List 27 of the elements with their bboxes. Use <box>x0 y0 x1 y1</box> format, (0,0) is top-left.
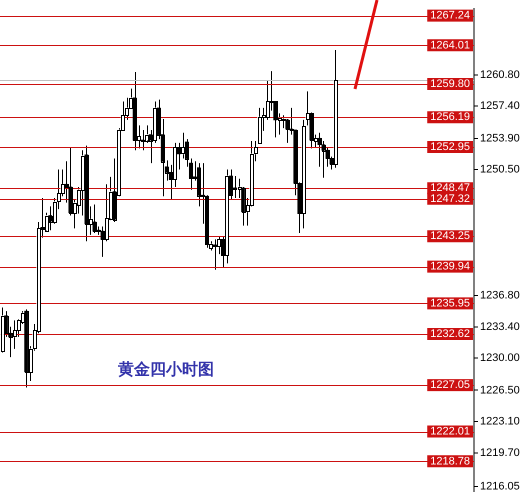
ref-line-label: 1256.19 <box>430 111 470 124</box>
y-tick-label: 1236.80 <box>480 290 520 302</box>
y-tick-label: 1233.40 <box>480 320 520 333</box>
ref-line-label: 1267.24 <box>430 10 470 22</box>
annotation: 黄金四小时图 <box>117 360 214 378</box>
y-tick-label: 1257.40 <box>480 100 520 112</box>
ref-line-label: 1239.94 <box>430 260 470 273</box>
ref-line-label: 1259.80 <box>430 78 470 90</box>
ref-line-label: 1227.05 <box>430 379 470 392</box>
ref-line-label: 1243.25 <box>430 230 470 242</box>
y-tick-label: 1230.00 <box>480 352 520 364</box>
y-tick-label: 1250.50 <box>480 164 520 176</box>
y-tick-label: 1226.50 <box>480 384 520 396</box>
candlestick <box>180 132 185 159</box>
ref-line-label: 1222.01 <box>430 426 470 438</box>
ref-line-label: 1248.47 <box>430 182 470 194</box>
y-tick-label: 1253.90 <box>480 132 520 144</box>
ref-line-label: 1252.95 <box>430 141 470 154</box>
ref-line-label: 1232.62 <box>430 328 470 340</box>
y-tick-label: 1219.70 <box>480 446 520 459</box>
ref-line-label: 1247.32 <box>430 192 470 205</box>
ref-line-label: 1264.01 <box>430 39 470 52</box>
ref-line-label: 1218.78 <box>430 455 470 468</box>
y-tick-label: 1260.80 <box>480 68 520 81</box>
ref-line-label: 1235.95 <box>430 297 470 310</box>
y-tick-label: 1216.05 <box>480 480 520 492</box>
y-tick-label: 1223.10 <box>480 416 520 428</box>
